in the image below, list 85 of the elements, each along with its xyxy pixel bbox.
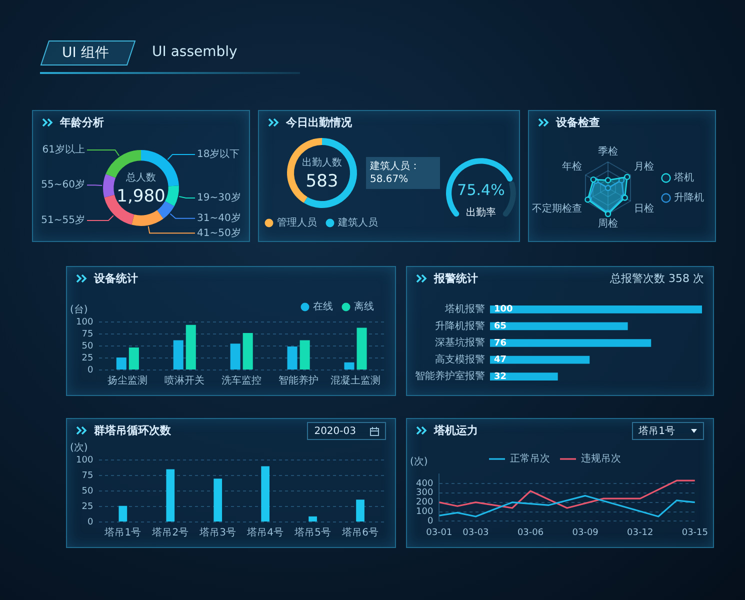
y-axis-title: (次)	[410, 456, 428, 468]
slice-label: 55~60岁	[41, 178, 85, 191]
chart-title: 群塔吊循环次数	[94, 422, 171, 438]
legend-label: 升降机	[674, 192, 704, 204]
chart-title: 设备统计	[94, 270, 138, 286]
y-tick-label: 100	[416, 507, 434, 518]
chart-title: 年龄分析	[60, 114, 104, 130]
y-tick-label: 0	[87, 517, 94, 528]
x-tick-label: 塔吊3号	[198, 526, 236, 539]
y-tick-label: 智能养护室报警	[415, 370, 485, 382]
y-tick-label: 0	[87, 365, 94, 376]
data-label: 76	[494, 338, 507, 348]
y-tick-label: 200	[416, 498, 434, 508]
legend-label: 塔机	[673, 172, 694, 184]
legend-label: 正常吊次	[510, 452, 550, 465]
x-tick-label: 洗车监控	[222, 374, 262, 387]
x-tick-label: 扬尘监测	[108, 374, 148, 387]
data-label: 75.4%	[457, 181, 505, 200]
date-field: 2020-03	[307, 422, 386, 440]
data-label: 47	[494, 355, 507, 366]
y-tick-label: 100	[76, 455, 94, 466]
x-tick-label: 03-03	[462, 528, 489, 538]
y-axis-title: (次)	[70, 442, 88, 454]
chart-title: 设备检查	[556, 114, 600, 130]
x-tick-label: 智能养护	[278, 374, 319, 387]
slice-label: 41~50岁	[197, 226, 241, 239]
text: 建筑人员：58.67%	[369, 160, 420, 186]
x-tick-label: 塔吊5号	[294, 526, 331, 539]
x-tick-label: 03-09	[572, 528, 599, 538]
legend-label: 违规吊次	[581, 452, 621, 465]
slice-label: 51~55岁	[41, 214, 85, 226]
x-tick-label: 03-06	[517, 528, 544, 538]
x-tick-label: 03-12	[627, 528, 654, 538]
spoke-label: 周检	[598, 218, 618, 230]
y-tick-label: 75	[82, 329, 94, 340]
y-tick-label: 75	[82, 470, 94, 481]
y-tick-label: 升降机报警	[435, 320, 485, 332]
text: 出勤人数	[302, 156, 342, 169]
text: UI assembly	[152, 44, 238, 60]
y-tick-label: 高支模报警	[435, 353, 485, 366]
spoke-label: 日检	[634, 202, 654, 215]
x-tick-label: 喷淋开关	[164, 374, 205, 387]
dropdown-field: 塔吊1号	[632, 422, 704, 440]
y-tick-label: 塔机报警	[444, 302, 485, 315]
data-label: 32	[494, 372, 507, 382]
slice-label: 31~40岁	[197, 212, 241, 224]
text: 1,980	[116, 186, 166, 206]
x-tick-label: 塔吊4号	[246, 526, 284, 539]
chart-title: 报警统计	[434, 270, 478, 286]
slice-label: 18岁以下	[197, 148, 240, 160]
y-tick-label: 400	[416, 478, 434, 489]
text: 总人数	[125, 172, 156, 184]
legend-label: 建筑人员	[337, 216, 378, 229]
y-tick-label: 0	[427, 516, 434, 527]
legend-label: 管理人员	[277, 218, 317, 229]
y-tick-label: 100	[76, 317, 94, 328]
text: UI 组件	[62, 44, 109, 62]
slice-label: 61岁以上	[42, 144, 85, 156]
spoke-label: 不定期检查	[532, 202, 582, 215]
data-label: 100	[494, 304, 513, 315]
data-label: 65	[494, 322, 507, 332]
spoke-label: 年检	[562, 160, 582, 173]
x-tick-label: 03-15	[682, 528, 708, 538]
spoke-label: 季检	[598, 146, 618, 158]
x-tick-label: 塔吊6号	[341, 526, 378, 539]
x-tick-label: 混凝土监测	[330, 374, 381, 387]
text: 583	[306, 171, 338, 192]
x-tick-label: 03-01	[426, 528, 452, 538]
legend-label: 在线	[313, 300, 333, 313]
x-tick-label: 塔吊1号	[104, 526, 142, 539]
y-tick-label: 25	[82, 353, 94, 364]
y-tick-label: 50	[82, 341, 94, 352]
y-tick-label: 300	[416, 488, 434, 498]
y-axis-title: (台)	[70, 304, 88, 316]
chart-title: 塔机运力	[434, 422, 478, 438]
chart-title: 今日出勤情况	[286, 114, 352, 130]
slice-label: 19~30岁	[197, 192, 241, 204]
text: 总报警次数 358 次	[610, 270, 704, 286]
y-tick-label: 50	[82, 486, 94, 496]
legend-label: 离线	[354, 300, 374, 313]
y-tick-label: 深基坑报警	[435, 336, 485, 349]
slice-label: 出勤率	[466, 206, 496, 219]
x-tick-label: 塔吊2号	[151, 526, 189, 539]
spoke-label: 月检	[634, 160, 654, 173]
y-tick-label: 25	[82, 502, 94, 512]
